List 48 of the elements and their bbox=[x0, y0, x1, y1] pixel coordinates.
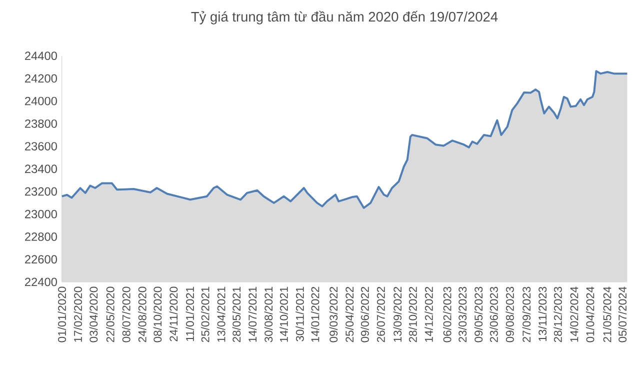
x-tick-label: 26/07/2022 bbox=[376, 286, 385, 342]
y-tick-label: 23200 bbox=[25, 187, 57, 196]
x-tick-label: 09/08/2023 bbox=[506, 286, 514, 342]
y-tick-label: 22600 bbox=[25, 255, 57, 264]
x-tick-label: 30/08/2021 bbox=[264, 286, 273, 342]
x-tick-label: 08/07/2020 bbox=[122, 286, 130, 342]
x-tick-label: 09/05/2023 bbox=[474, 286, 483, 342]
x-tick-label: 01/01/2020 bbox=[58, 286, 66, 342]
x-tick-label: 13/04/2021 bbox=[217, 286, 226, 342]
x-tick-label: 08/10/2020 bbox=[153, 286, 162, 342]
x-tick-label: 13/09/2022 bbox=[393, 286, 402, 342]
x-tick-label: 21/05/2024 bbox=[602, 286, 612, 342]
x-tick-label: 14/12/2022 bbox=[424, 286, 433, 342]
x-tick-label: 14/10/2021 bbox=[280, 286, 288, 342]
x-tick-label: 23/06/2023 bbox=[490, 286, 498, 342]
x-tick-label: 09/03/2022 bbox=[329, 286, 338, 342]
x-tick-label: 22/05/2020 bbox=[106, 286, 114, 342]
x-tick-label: 28/05/2021 bbox=[232, 286, 241, 342]
x-tick-label: 05/07/2024 bbox=[618, 286, 627, 342]
y-tick-label: 24200 bbox=[25, 74, 57, 83]
x-tick-label: 14/02/2024 bbox=[570, 286, 578, 342]
x-tick-label: 13/11/2023 bbox=[538, 286, 547, 341]
x-tick-label: 24/11/2020 bbox=[169, 286, 178, 342]
x-tick-label: 25/02/2021 bbox=[201, 286, 210, 342]
x-tick-label: 27/09/2023 bbox=[522, 286, 531, 342]
y-tick-label: 24400 bbox=[25, 52, 57, 60]
y-tick-label: 23800 bbox=[25, 119, 57, 128]
x-tick-label: 25/04/2022 bbox=[345, 286, 354, 342]
x-tick-label: 11/01/2021 bbox=[186, 286, 194, 341]
x-tick-label: 17/02/2020 bbox=[74, 286, 82, 342]
x-tick-label: 28/12/2023 bbox=[554, 286, 562, 342]
x-tick-label: 30/11/2021 bbox=[296, 286, 304, 342]
y-tick-label: 24000 bbox=[25, 96, 57, 106]
x-tick-label: 28/10/2022 bbox=[408, 286, 417, 342]
x-tick-label: 03/04/2020 bbox=[89, 286, 98, 342]
x-tick-label: 06/02/2023 bbox=[443, 286, 452, 342]
x-tick-label: 24/08/2020 bbox=[138, 286, 146, 342]
y-tick-label: 23600 bbox=[25, 142, 57, 150]
y-tick-label: 23000 bbox=[25, 210, 57, 218]
chart-title: Tỷ giá trung tâm từ đầu năm 2020 đến 19/07/2024 bbox=[191, 10, 498, 24]
y-tick-label: 22400 bbox=[25, 278, 57, 286]
x-tick-label: 01/04/2024 bbox=[586, 286, 594, 342]
x-tick-label: 14/07/2021 bbox=[248, 286, 257, 342]
y-tick-label: 22800 bbox=[25, 232, 57, 241]
y-tick-label: 23400 bbox=[25, 164, 57, 174]
x-tick-label: 23/03/2023 bbox=[458, 286, 467, 342]
x-tick-label: 14/01/2022 bbox=[310, 286, 320, 342]
x-tick-label: 09/06/2022 bbox=[360, 286, 369, 342]
